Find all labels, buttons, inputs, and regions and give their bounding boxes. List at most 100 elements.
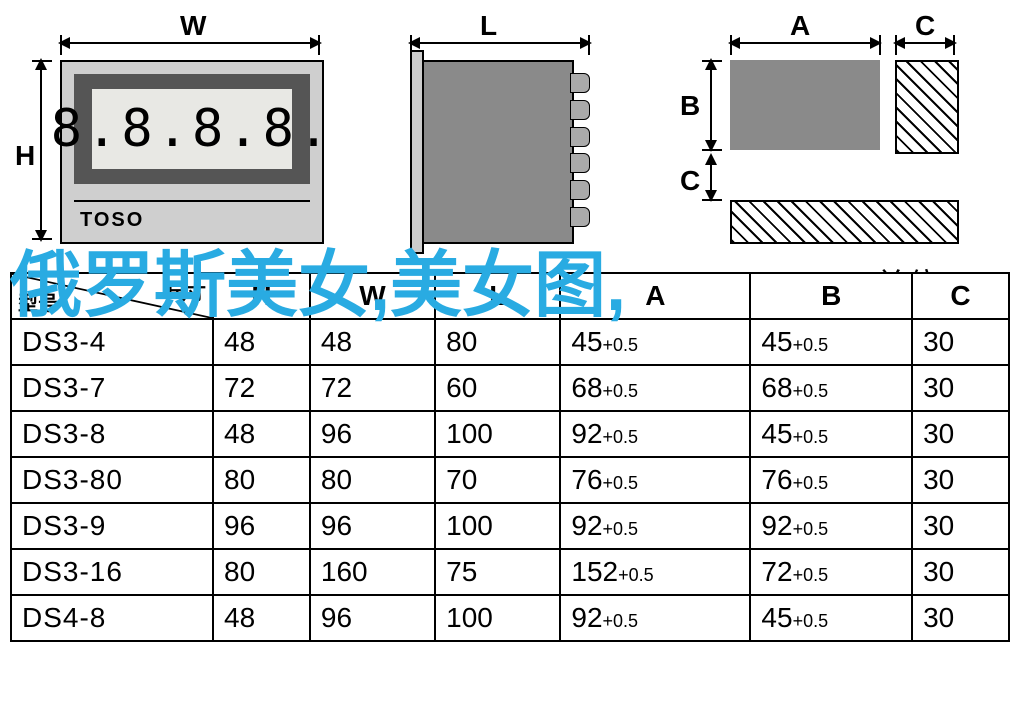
cell-w: 96 xyxy=(310,503,435,549)
cell-c: 30 xyxy=(912,319,1009,365)
terminal xyxy=(570,100,590,120)
side-view: L xyxy=(370,10,630,270)
side-lip xyxy=(410,50,424,254)
cell-a: 68+0.5 xyxy=(560,365,750,411)
cell-h: 80 xyxy=(213,457,310,503)
cell-a: 45+0.5 xyxy=(560,319,750,365)
cell-c: 30 xyxy=(912,595,1009,641)
terminal xyxy=(570,127,590,147)
cell-h: 48 xyxy=(213,411,310,457)
dim-b-line xyxy=(710,60,712,150)
cell-l: 100 xyxy=(435,411,560,457)
dim-b-label: B xyxy=(680,90,700,122)
cell-w: 160 xyxy=(310,549,435,595)
cell-b: 92+0.5 xyxy=(750,503,912,549)
table-row: DS3-8080807076+0.576+0.530 xyxy=(11,457,1009,503)
cell-c: 30 xyxy=(912,411,1009,457)
dim-l-line xyxy=(410,42,590,44)
cell-c: 30 xyxy=(912,503,1009,549)
cell-l: 70 xyxy=(435,457,560,503)
cell-a: 152+0.5 xyxy=(560,549,750,595)
diagrams-row: W H 8.8.8.8. TOSO L xyxy=(10,10,1021,270)
front-view: W H 8.8.8.8. TOSO xyxy=(10,10,350,270)
dim-h-label: H xyxy=(15,140,35,172)
hatch-right xyxy=(895,60,959,154)
col-w: W xyxy=(310,273,435,319)
table-row: DS3-448488045+0.545+0.530 xyxy=(11,319,1009,365)
cell-c: 30 xyxy=(912,457,1009,503)
dim-l-label: L xyxy=(480,10,497,42)
cell-b: 45+0.5 xyxy=(750,411,912,457)
side-body xyxy=(420,60,574,244)
cell-w: 96 xyxy=(310,595,435,641)
cell-a: 76+0.5 xyxy=(560,457,750,503)
cell-a: 92+0.5 xyxy=(560,503,750,549)
display-area: 8.8.8.8. xyxy=(74,74,310,184)
cell-a: 92+0.5 xyxy=(560,595,750,641)
table-header-row: 尺寸 型号 H W L A B C xyxy=(11,273,1009,319)
cell-b: 45+0.5 xyxy=(750,319,912,365)
header-corner-top: 尺寸 xyxy=(166,276,206,305)
cutout-opening xyxy=(730,60,880,150)
dim-h-line xyxy=(40,60,42,240)
col-l: L xyxy=(435,273,560,319)
cell-model: DS3-7 xyxy=(11,365,213,411)
cell-l: 60 xyxy=(435,365,560,411)
dim-c-top-label: C xyxy=(915,10,935,42)
table-row: DS3-772726068+0.568+0.530 xyxy=(11,365,1009,411)
cell-w: 48 xyxy=(310,319,435,365)
cell-c: 30 xyxy=(912,549,1009,595)
dim-c-top-line xyxy=(895,42,955,44)
table-row: DS4-8489610092+0.545+0.530 xyxy=(11,595,1009,641)
cell-a: 92+0.5 xyxy=(560,411,750,457)
hatch-bottom xyxy=(730,200,959,244)
cell-b: 76+0.5 xyxy=(750,457,912,503)
cell-model: DS4-8 xyxy=(11,595,213,641)
cutout-view: A C B C xyxy=(650,10,970,270)
dim-c-side-line xyxy=(710,155,712,200)
cell-b: 72+0.5 xyxy=(750,549,912,595)
cell-l: 75 xyxy=(435,549,560,595)
col-a: A xyxy=(560,273,750,319)
cell-h: 48 xyxy=(213,319,310,365)
dim-w-label: W xyxy=(180,10,206,42)
cell-b: 68+0.5 xyxy=(750,365,912,411)
header-corner-bottom: 型号 xyxy=(18,287,58,316)
table-row: DS3-168016075152+0.572+0.530 xyxy=(11,549,1009,595)
dimension-table: 尺寸 型号 H W L A B C DS3-448488045+0.545+0.… xyxy=(10,272,1010,642)
table-row: DS3-8489610092+0.545+0.530 xyxy=(11,411,1009,457)
col-h: H xyxy=(213,273,310,319)
cell-l: 100 xyxy=(435,503,560,549)
cell-l: 80 xyxy=(435,319,560,365)
terminals xyxy=(570,70,590,230)
cell-h: 72 xyxy=(213,365,310,411)
col-b: B xyxy=(750,273,912,319)
brand-label: TOSO xyxy=(80,209,144,232)
lcd-digits: 8.8.8.8. xyxy=(92,89,292,169)
dim-w-line xyxy=(60,42,320,44)
cell-b: 45+0.5 xyxy=(750,595,912,641)
cell-h: 96 xyxy=(213,503,310,549)
cell-model: DS3-80 xyxy=(11,457,213,503)
cell-model: DS3-16 xyxy=(11,549,213,595)
cell-w: 72 xyxy=(310,365,435,411)
dim-a-line xyxy=(730,42,880,44)
terminal xyxy=(570,207,590,227)
terminal xyxy=(570,180,590,200)
table-row: DS3-9969610092+0.592+0.530 xyxy=(11,503,1009,549)
terminal xyxy=(570,73,590,93)
front-panel: 8.8.8.8. TOSO xyxy=(60,60,324,244)
header-corner: 尺寸 型号 xyxy=(11,273,213,319)
cell-h: 48 xyxy=(213,595,310,641)
cell-model: DS3-4 xyxy=(11,319,213,365)
dim-c-side-label: C xyxy=(680,165,700,197)
cell-h: 80 xyxy=(213,549,310,595)
cell-l: 100 xyxy=(435,595,560,641)
cell-w: 80 xyxy=(310,457,435,503)
cell-w: 96 xyxy=(310,411,435,457)
dim-a-label: A xyxy=(790,10,810,42)
col-c: C xyxy=(912,273,1009,319)
cell-c: 30 xyxy=(912,365,1009,411)
cell-model: DS3-9 xyxy=(11,503,213,549)
cell-model: DS3-8 xyxy=(11,411,213,457)
